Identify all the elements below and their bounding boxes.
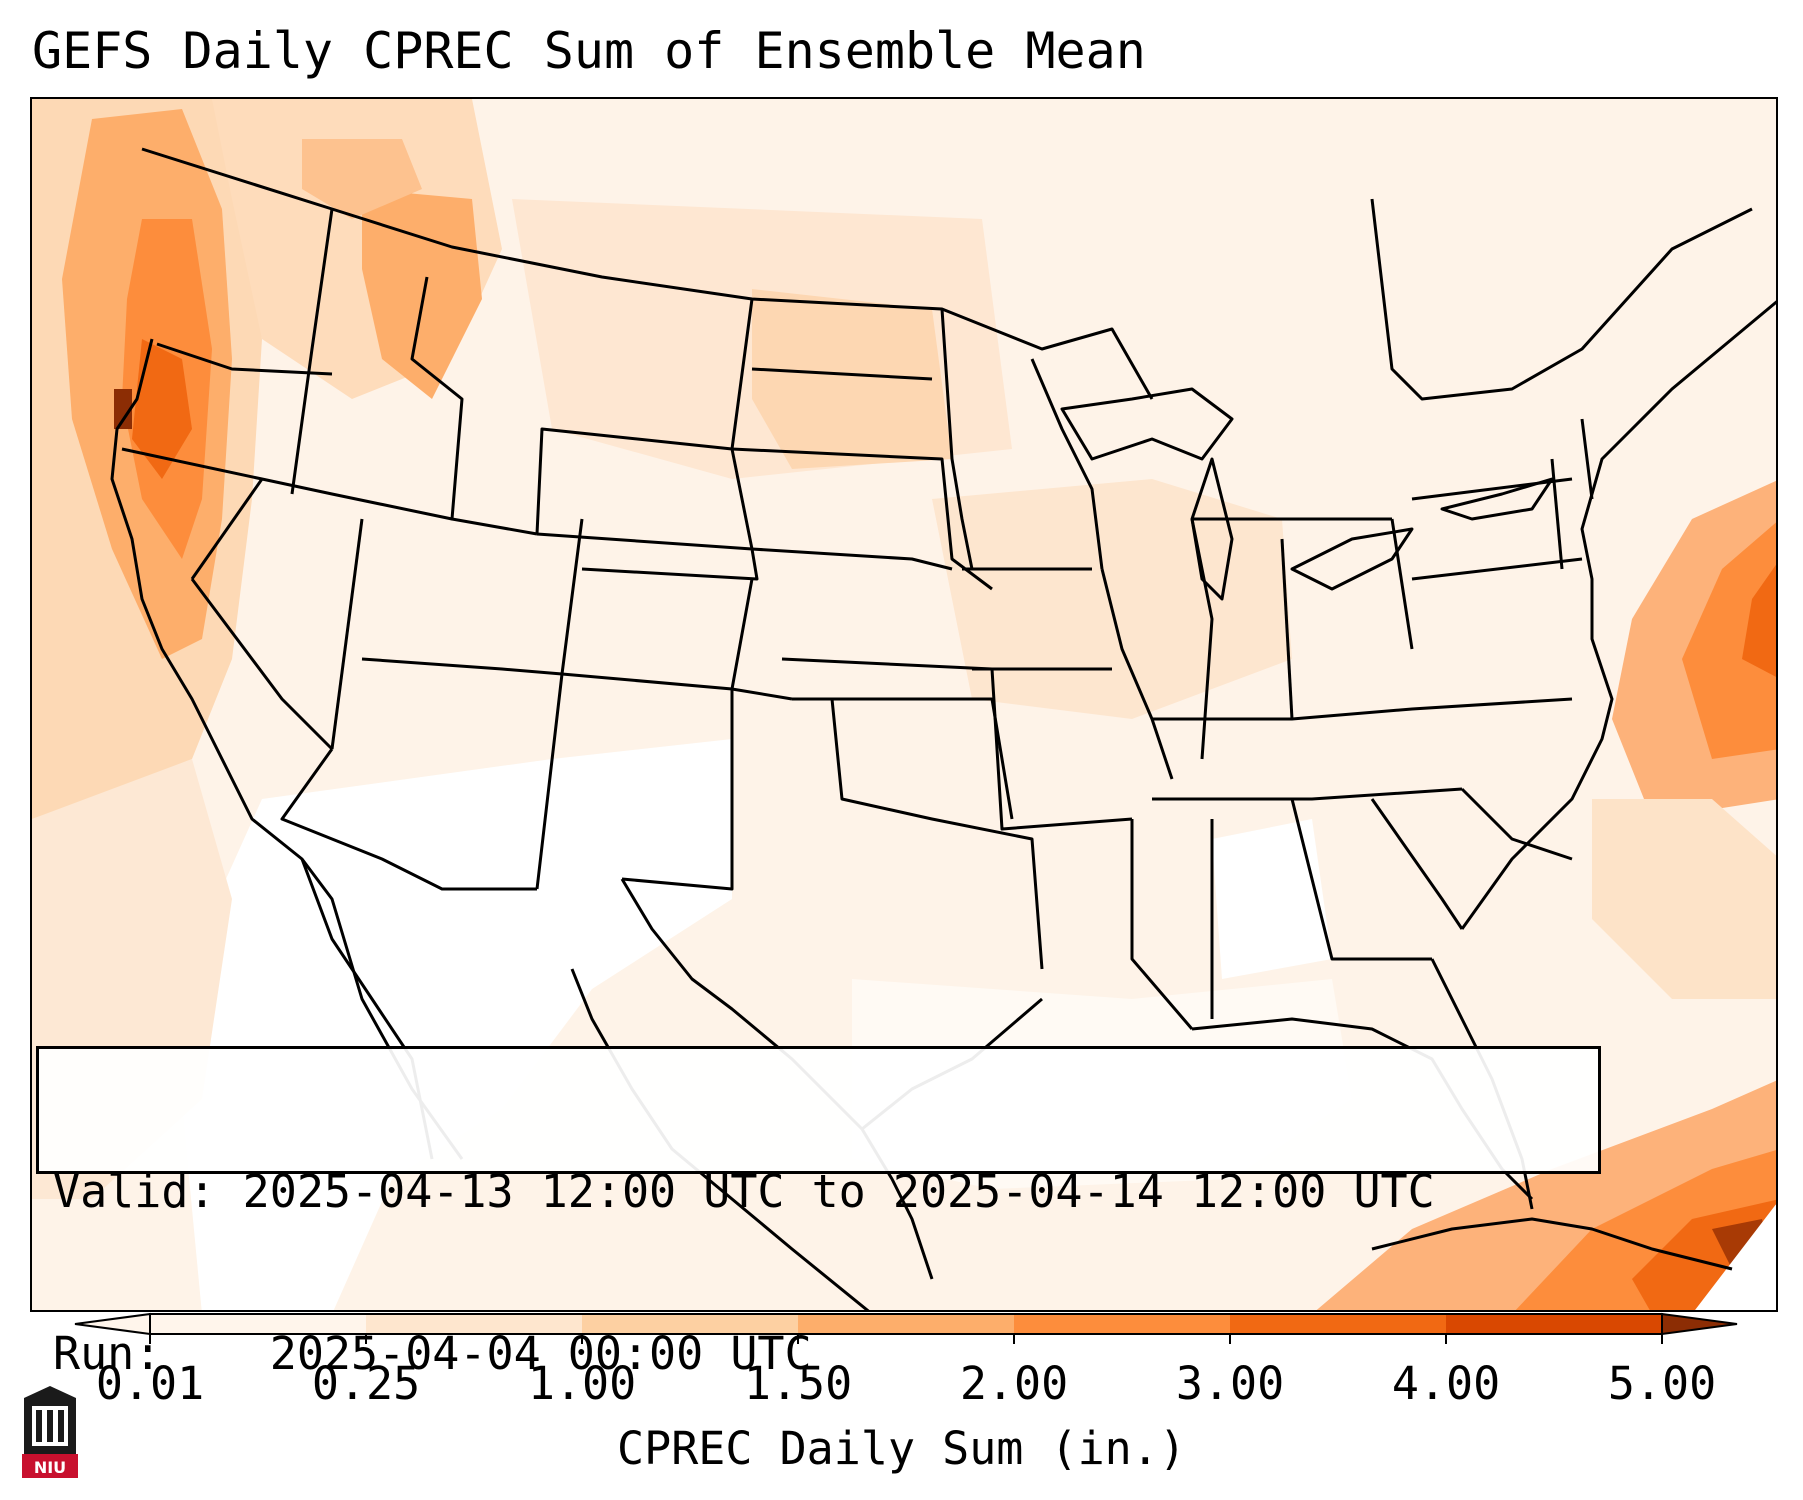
colorbar-tick-label: 3.00 [1175,1357,1285,1410]
colorbar-tick-label: 1.50 [743,1357,853,1410]
page-title: GEFS Daily CPREC Sum of Ensemble Mean [32,22,1146,80]
run-value: 2025-04-04 00:00 UTC [269,1327,812,1380]
colorbar-extend-max [1661,1312,1738,1336]
run-row: Run: 2025-04-04 00:00 UTC [53,1327,1584,1381]
colorbar-tick-label: 0.01 [95,1357,205,1410]
logo-text: NIU [34,1458,66,1477]
state-borders [110,147,1776,1310]
colorbar-tick-label: 2.00 [959,1357,1069,1410]
colorbar-tick-label: 4.00 [1391,1357,1501,1410]
valid-value: 2025-04-13 12:00 UTC to 2025-04-14 12:00… [242,1165,1435,1218]
niu-logo: NIU [22,1386,78,1478]
valid-row: Valid: 2025-04-13 12:00 UTC to 2025-04-1… [53,1165,1584,1219]
run-label: Run: [53,1327,162,1380]
colorbar-label: CPREC Daily Sum (in.) [617,1422,1186,1475]
valid-run-info-box: Valid: 2025-04-13 12:00 UTC to 2025-04-1… [36,1046,1601,1380]
colorbar-tick-label: 1.00 [527,1357,637,1410]
colorbar-tick-label: 5.00 [1607,1357,1717,1410]
valid-label: Valid: [53,1165,216,1218]
colorbar-tick-label: 0.25 [311,1357,421,1410]
